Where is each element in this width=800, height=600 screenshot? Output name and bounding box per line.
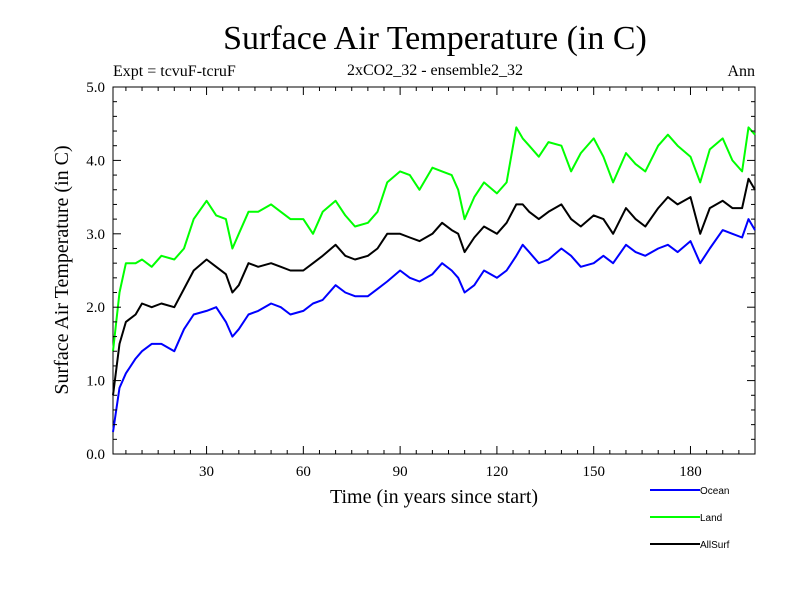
series-line-allsurf bbox=[112, 177, 756, 396]
legend-label-allsurf: AllSurf bbox=[700, 540, 730, 551]
plot-area bbox=[112, 86, 756, 455]
x-tick-label: 120 bbox=[486, 464, 509, 480]
y-tick-label: 1.0 bbox=[86, 374, 105, 390]
experiment-label: Expt = tcvuF-tcruF bbox=[113, 63, 236, 80]
legend-label-land: Land bbox=[700, 513, 722, 524]
y-tick-label: 5.0 bbox=[86, 80, 105, 96]
x-tick-label: 60 bbox=[296, 464, 311, 480]
y-tick-label: 3.0 bbox=[86, 227, 105, 243]
series-layer bbox=[112, 126, 756, 433]
axis-layer: 30 60 90 120 150 180 0.0 1.0 2.0 3.0 4.0 5.0 bbox=[86, 80, 755, 480]
x-tick-label: 90 bbox=[393, 464, 408, 480]
x-tick-label: 30 bbox=[199, 464, 214, 480]
y-tick-label: 0.0 bbox=[86, 447, 105, 463]
x-tick-label: 150 bbox=[582, 464, 605, 480]
legend-label-ocean: Ocean bbox=[700, 486, 729, 497]
plot-frame bbox=[112, 86, 756, 455]
series-line-ocean bbox=[112, 218, 756, 433]
legend: Ocean Land AllSurf bbox=[650, 486, 730, 551]
series-line-land bbox=[112, 126, 756, 352]
chart-subtitle: 2xCO2_32 - ensemble2_32 bbox=[347, 62, 523, 79]
period-label: Ann bbox=[727, 63, 755, 80]
chart-title: Surface Air Temperature (in C) bbox=[223, 20, 647, 57]
x-tick-label: 180 bbox=[679, 464, 702, 480]
y-tick-label: 4.0 bbox=[86, 153, 105, 169]
y-axis-label: Surface Air Temperature (in C) bbox=[51, 145, 73, 394]
x-axis-label: Time (in years since start) bbox=[330, 486, 538, 508]
y-tick-label: 2.0 bbox=[86, 300, 105, 316]
